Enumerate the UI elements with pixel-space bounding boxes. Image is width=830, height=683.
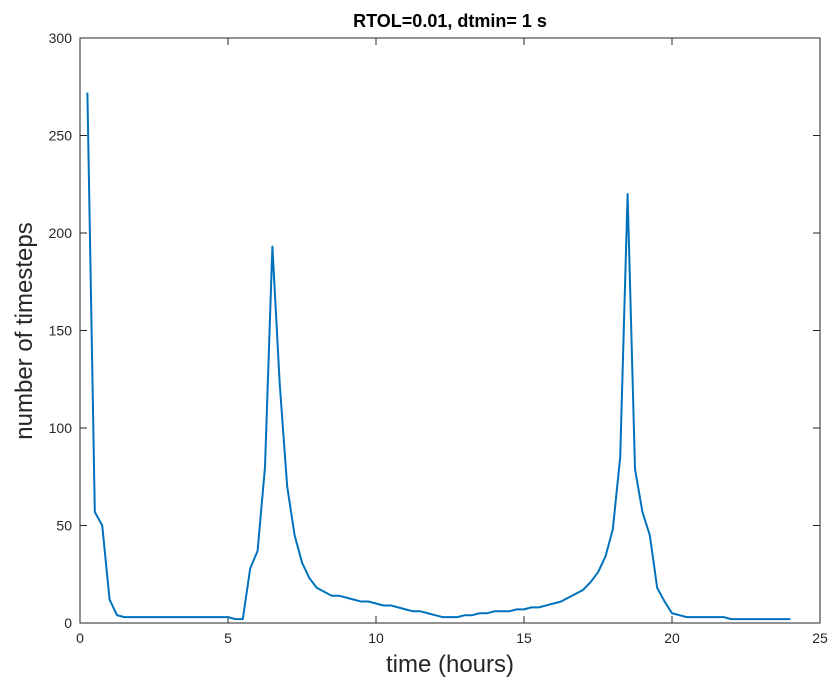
x-tick-label: 25 [812,630,828,646]
series-line-0 [86,92,791,621]
x-tick-label: 20 [664,630,680,646]
plot-area: 0 5 10 15 20 25 0 50 100 150 200 250 300 [49,30,828,646]
y-tick-label: 250 [49,128,73,144]
x-tick-label: 5 [224,630,232,646]
y-axis: 0 50 100 150 200 250 300 [49,30,820,631]
series-layer [86,92,791,621]
x-axis: 0 5 10 15 20 25 [76,38,828,646]
y-tick-label: 50 [56,518,72,534]
y-tick-label: 100 [49,420,73,436]
x-tick-label: 10 [368,630,384,646]
x-tick-label: 0 [76,630,84,646]
x-tick-label: 15 [516,630,532,646]
y-tick-label: 150 [49,323,73,339]
y-axis-label: number of timesteps [11,222,38,439]
y-tick-label: 0 [64,615,72,631]
y-tick-label: 300 [49,30,73,46]
chart-title: RTOL=0.01, dtmin= 1 s [353,11,547,31]
y-tick-label: 200 [49,225,73,241]
axes-box [79,37,821,624]
x-axis-label: time (hours) [386,651,514,678]
